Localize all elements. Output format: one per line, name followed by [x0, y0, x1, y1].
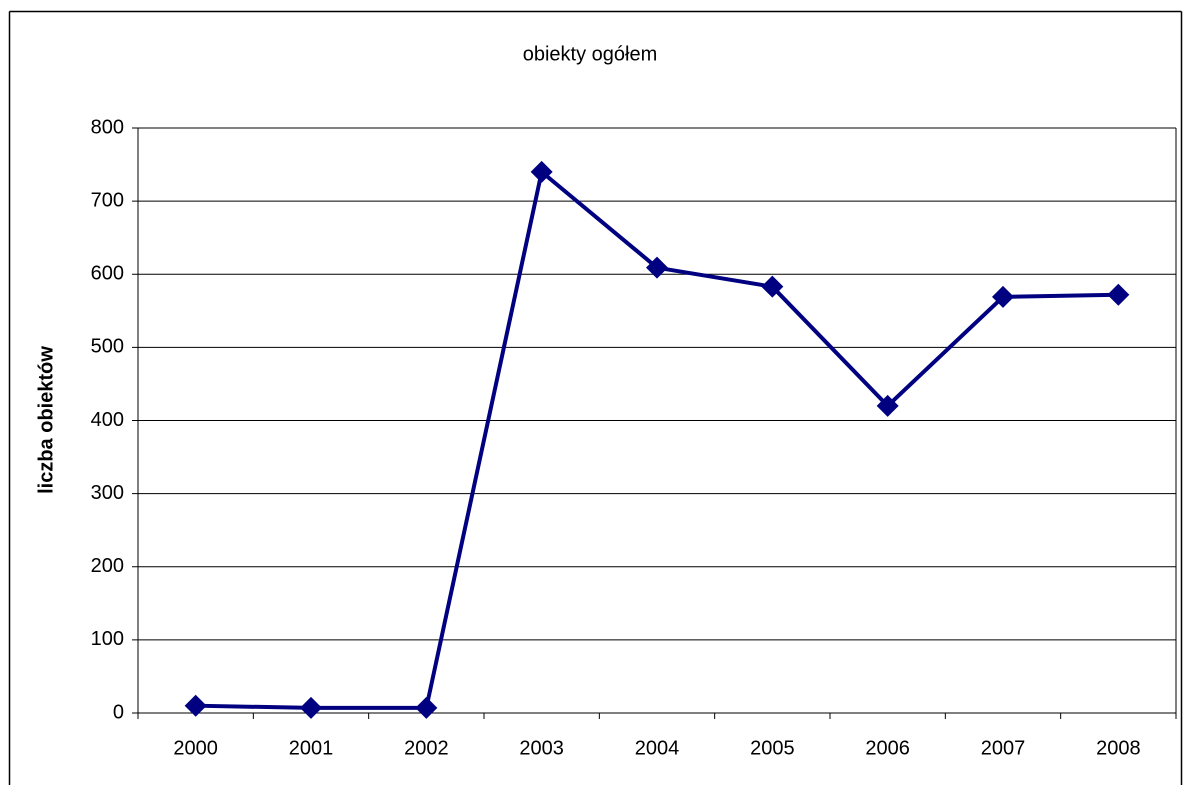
- marker: [992, 285, 1014, 308]
- y-tick-label: 200: [91, 555, 124, 577]
- y-tick-label: 500: [91, 336, 124, 358]
- y-tick-label: 300: [91, 482, 124, 504]
- y-tick-label: 0: [113, 701, 124, 723]
- y-axis-label: liczba obiektów: [35, 346, 57, 494]
- y-tick-label: 600: [91, 263, 124, 285]
- marker: [184, 694, 207, 717]
- y-tick-label: 400: [91, 409, 124, 431]
- marker: [876, 394, 899, 417]
- marker: [646, 256, 668, 279]
- x-tick-label: 2006: [865, 737, 910, 759]
- x-tick-label: 2008: [1096, 737, 1141, 759]
- chart-title: obiekty ogółem: [523, 43, 658, 65]
- y-tick-label: 800: [91, 116, 124, 138]
- x-tick-label: 2000: [173, 737, 218, 759]
- line: [195, 169, 1119, 710]
- x-tick-label: 2005: [750, 737, 795, 759]
- marker: [415, 696, 438, 719]
- marker: [530, 160, 553, 183]
- x-tick-label: 2002: [404, 737, 449, 759]
- y-tick-label: 700: [91, 189, 124, 211]
- x-tick-label: 2001: [289, 737, 334, 759]
- x-tick-label: 2003: [519, 737, 564, 759]
- y-tick-label: 100: [91, 628, 124, 650]
- x-tick-label: 2004: [635, 737, 680, 759]
- marker: [1107, 283, 1130, 306]
- marker: [761, 275, 784, 298]
- x-tick-label: 2007: [981, 737, 1026, 759]
- marker: [300, 696, 322, 719]
